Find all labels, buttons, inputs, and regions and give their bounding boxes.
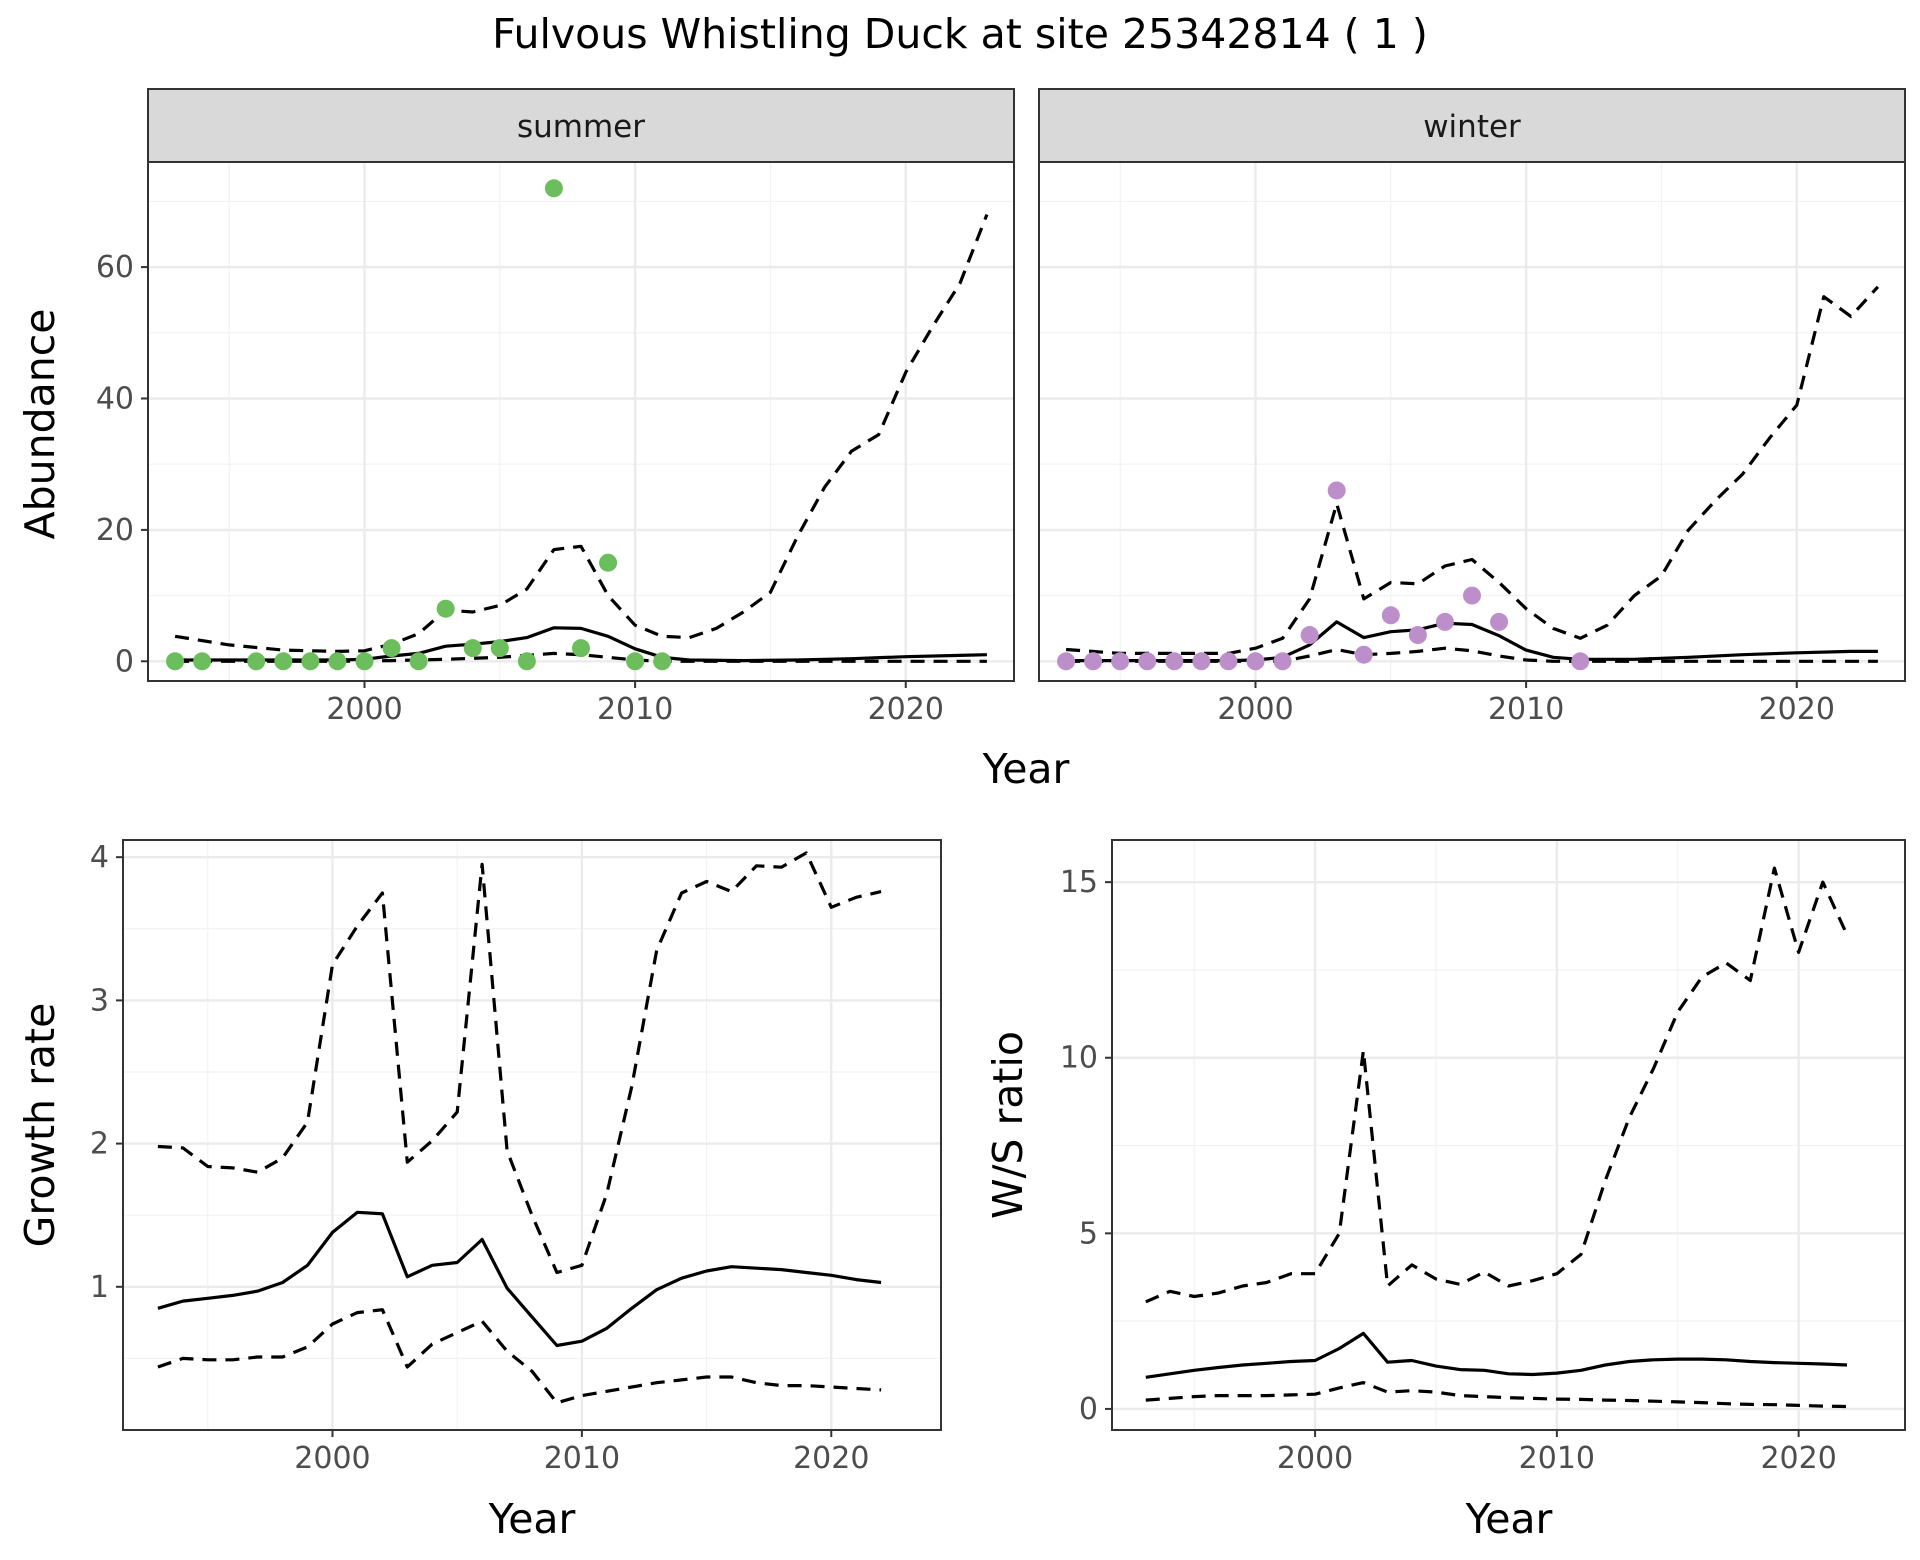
y-tick-label: 10 (1060, 1041, 1098, 1076)
data-point (1165, 652, 1184, 671)
series-line-bound-2 (157, 1308, 882, 1405)
panel-border (1111, 839, 1906, 1431)
panel-ws-ratio: 2000 2010 2020 0 5 10 15 Year W/S ratio (984, 839, 1906, 1543)
ws-ratio-ylabel: W/S ratio (984, 1031, 1032, 1219)
data-point (1246, 652, 1265, 671)
x-tick-label: 2010 (1519, 1441, 1595, 1476)
y-tick-label: 2 (90, 1127, 109, 1162)
series-line-estimate-0 (1145, 1331, 1848, 1379)
x-tick-label: 2010 (1488, 692, 1564, 727)
x-tick-label: 2020 (868, 692, 944, 727)
x-tick-label: 2010 (597, 692, 673, 727)
data-point (1219, 652, 1238, 671)
data-point (1111, 652, 1130, 671)
x-tick-label: 2020 (793, 1441, 869, 1476)
panel-abundance-winter: winter 2000 2010 2020 (1038, 88, 1906, 727)
data-point (1490, 612, 1509, 631)
data-point (166, 652, 185, 671)
strip-label-winter: winter (1423, 109, 1521, 145)
top-row-xlabel: Year (982, 745, 1070, 793)
data-point (1435, 612, 1454, 631)
strip-winter (1038, 88, 1906, 163)
panel-abundance-summer: summer 2000 2010 2020 0 20 40 60 (96, 88, 1015, 727)
data-point (626, 652, 645, 671)
data-point (193, 652, 212, 671)
data-point (1408, 626, 1427, 645)
data-point (599, 553, 618, 572)
data-point (653, 652, 672, 671)
x-tick-label: 2020 (1759, 692, 1835, 727)
y-tick-label: 5 (1079, 1216, 1098, 1251)
x-tick-label: 2010 (544, 1441, 620, 1476)
data-point (355, 652, 374, 671)
data-point (572, 639, 590, 658)
x-tick-label: 2000 (1217, 692, 1293, 727)
panel-background (1112, 840, 1905, 1430)
data-point (1057, 652, 1076, 671)
data-point (328, 652, 347, 671)
x-tick-label: 2000 (294, 1441, 370, 1476)
data-point (517, 652, 536, 671)
plot-area-winter: 2000 2010 2020 (1038, 161, 1906, 727)
data-point (1381, 606, 1400, 625)
panel-border (1038, 161, 1906, 682)
data-point (490, 639, 509, 658)
growth-rate-ylabel: Growth rate (16, 1003, 64, 1248)
data-point (1463, 586, 1481, 605)
series-line-bound-2 (1145, 1380, 1848, 1409)
y-tick-label: 4 (90, 840, 109, 875)
series-line-estimate-0 (157, 1210, 882, 1348)
data-point (409, 652, 428, 671)
strip-label-summer: summer (517, 109, 645, 145)
data-point (1354, 645, 1373, 664)
plot-area-ws-ratio: 2000 2010 2020 0 5 10 15 (1060, 839, 1906, 1476)
data-point (1084, 652, 1103, 671)
panel-growth-rate: 2000 2010 2020 1 2 3 4 Year Growth rate (16, 839, 942, 1543)
y-tick-label: 15 (1060, 865, 1098, 900)
data-point (463, 639, 482, 658)
data-point (1273, 652, 1292, 671)
data-point (544, 179, 563, 198)
panel-border (147, 161, 1015, 682)
plot-area-growth-rate: 2000 2010 2020 1 2 3 4 (90, 839, 942, 1476)
figure-title: Fulvous Whistling Duck at site 25342814 … (492, 10, 1428, 58)
series-line-bound-2 (175, 651, 987, 663)
ws-ratio-xlabel: Year (1465, 1495, 1553, 1543)
series-line-bound-2 (1066, 646, 1878, 663)
panel-background (148, 162, 1014, 681)
y-tick-label: 40 (96, 382, 134, 417)
series-line-bound-1 (1065, 285, 1880, 656)
x-tick-label: 2020 (1760, 1441, 1836, 1476)
series-line-bound-1 (157, 851, 882, 1275)
panel-border (122, 839, 942, 1431)
x-tick-label: 2000 (1277, 1441, 1353, 1476)
series-line-bound-1 (1145, 866, 1849, 1304)
data-point (1571, 652, 1590, 671)
panel-background (123, 840, 941, 1430)
y-tick-label: 60 (96, 250, 134, 285)
data-point (436, 599, 455, 618)
y-tick-label: 0 (1079, 1392, 1098, 1427)
data-point (274, 652, 293, 671)
y-tick-label: 0 (115, 644, 134, 679)
y-tick-label: 1 (90, 1270, 109, 1305)
series-line-estimate-0 (175, 626, 987, 663)
data-point (1138, 652, 1157, 671)
y-tick-label: 20 (96, 513, 134, 548)
data-point (1327, 481, 1346, 500)
growth-rate-xlabel: Year (488, 1495, 576, 1543)
x-tick-label: 2000 (326, 692, 402, 727)
data-point (1300, 626, 1319, 645)
data-point (247, 652, 266, 671)
data-point (382, 639, 401, 658)
data-point (301, 652, 320, 671)
strip-summer (147, 88, 1015, 163)
plot-area-summer: 2000 2010 2020 0 20 40 60 (96, 161, 1015, 727)
y-tick-label: 3 (90, 983, 109, 1018)
top-row-ylabel: Abundance (16, 309, 64, 540)
data-point (1192, 652, 1211, 671)
